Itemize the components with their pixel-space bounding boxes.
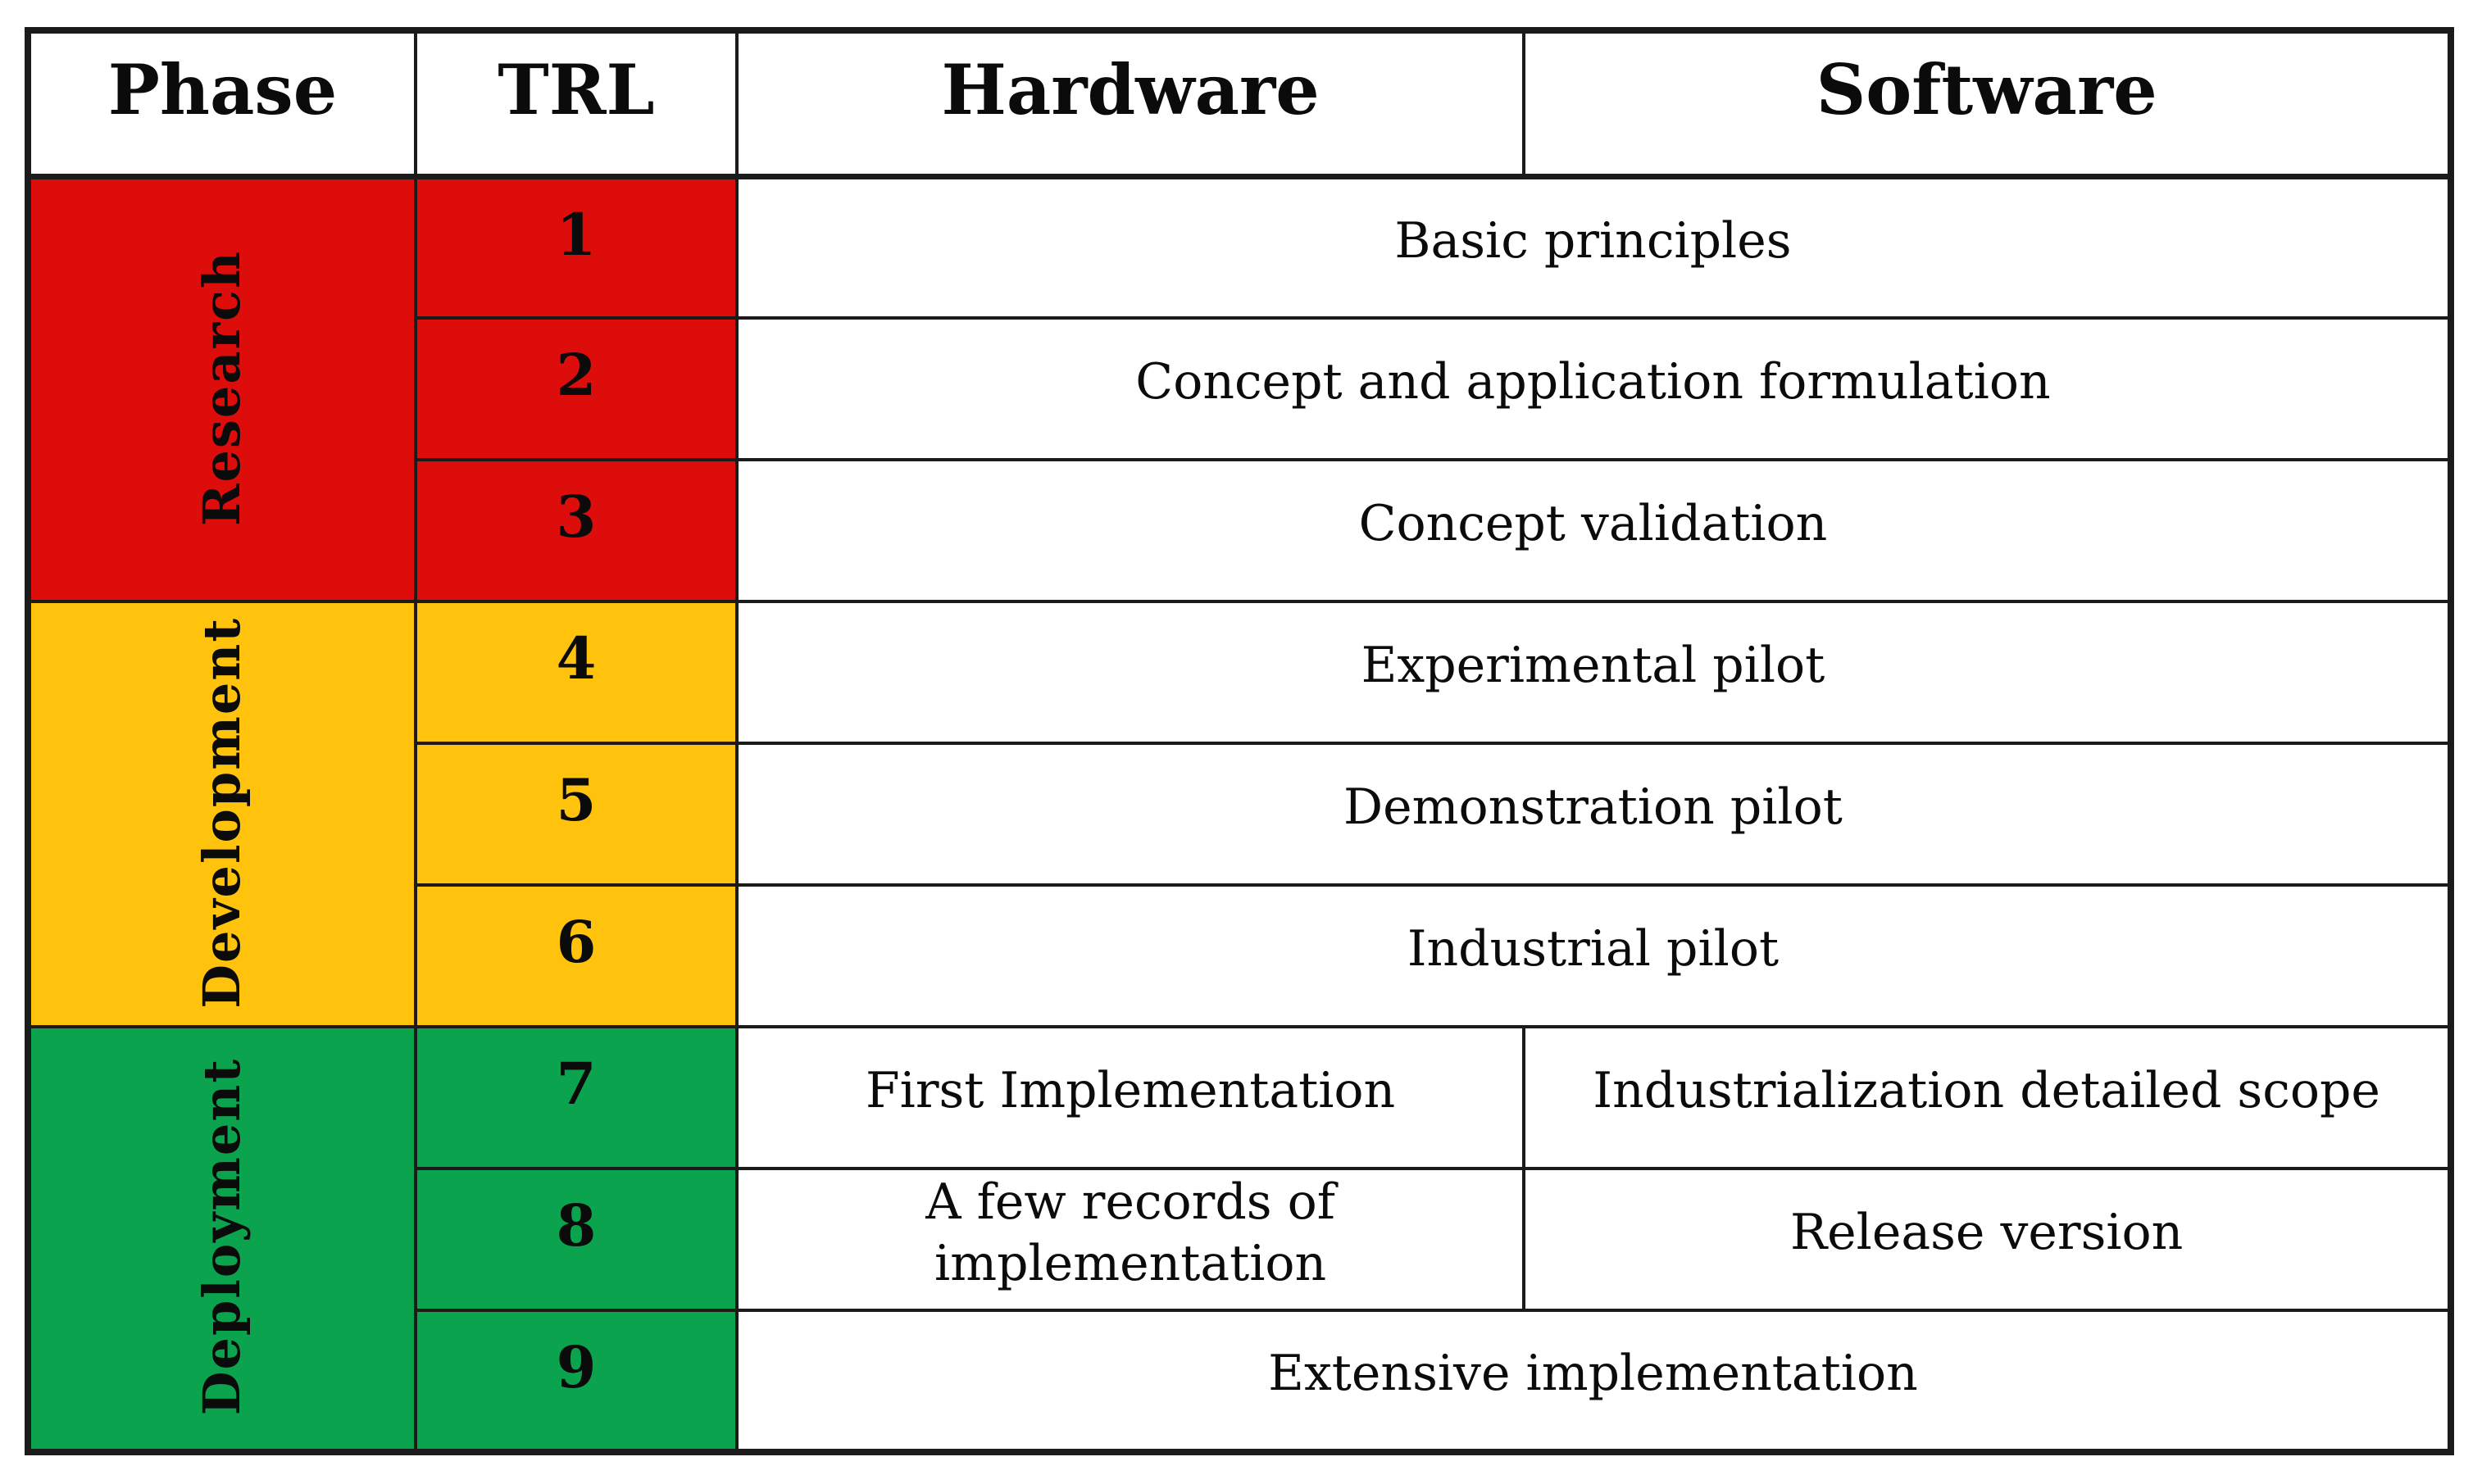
- trl-cell-8: 8: [413, 1167, 739, 1312]
- row-trl-1: Research 1 Basic principles: [26, 175, 2453, 603]
- col-header-trl: TRL: [413, 29, 739, 179]
- phase-label-deployment: Deployment: [192, 1058, 252, 1416]
- col-header-software: Software: [1522, 29, 2452, 179]
- row-trl-3: 3 Concept validation: [28, 458, 2453, 603]
- cell-experimental-pilot: Experimental pilot: [734, 600, 2453, 745]
- trl-table-wrap: Phase TRL Hardware Software Research 1 B…: [25, 27, 2454, 1455]
- cell-concept-validation: Concept validation: [734, 458, 2453, 603]
- cell-sw-release-version: Release version: [1522, 1167, 2452, 1312]
- phase-cell-research: Research: [26, 175, 417, 603]
- row-trl-4: Development 4 Experimental pilot: [26, 600, 2453, 1028]
- col-header-hardware: Hardware: [734, 29, 1526, 179]
- trl-cell-7: 7: [413, 1025, 739, 1170]
- header-row: Phase TRL Hardware Software: [26, 29, 2452, 179]
- cell-sw-industrialization-scope: Industrialization detailed scope: [1522, 1025, 2452, 1170]
- cell-basic-principles: Basic principles: [734, 175, 2453, 320]
- cell-concept-application: Concept and application formulation: [734, 316, 2453, 461]
- trl-table: Phase TRL Hardware Software Research 1 B…: [25, 27, 2454, 1455]
- trl-cell-2: 2: [413, 316, 739, 461]
- phase-cell-deployment: Deployment: [26, 1025, 417, 1454]
- trl-cell-3: 3: [413, 458, 739, 603]
- trl-cell-6: 6: [413, 883, 739, 1028]
- row-trl-5: 5 Demonstration pilot: [28, 742, 2453, 887]
- phase-label-research: Research: [192, 249, 252, 526]
- cell-industrial-pilot: Industrial pilot: [734, 883, 2453, 1028]
- row-trl-2: 2 Concept and application formulation: [28, 316, 2453, 461]
- trl-cell-1: 1: [413, 175, 739, 320]
- trl-cell-5: 5: [413, 742, 739, 887]
- cell-extensive-implementation: Extensive implementation: [734, 1309, 2453, 1454]
- row-trl-8: 8 A few records of implementation Releas…: [28, 1167, 2452, 1312]
- col-header-phase: Phase: [26, 29, 417, 179]
- cell-hw-first-implementation: First Implementation: [734, 1025, 1526, 1170]
- phase-label-development: Development: [192, 616, 252, 1009]
- phase-cell-development: Development: [26, 600, 417, 1028]
- cell-hw-few-records: A few records of implementation: [734, 1167, 1526, 1312]
- row-trl-6: 6 Industrial pilot: [28, 883, 2453, 1028]
- trl-cell-9: 9: [413, 1309, 739, 1454]
- row-trl-7: Deployment 7 First Implementation Indust…: [26, 1025, 2452, 1454]
- row-trl-9: 9 Extensive implementation: [28, 1309, 2453, 1454]
- cell-demonstration-pilot: Demonstration pilot: [734, 742, 2453, 887]
- trl-cell-4: 4: [413, 600, 739, 745]
